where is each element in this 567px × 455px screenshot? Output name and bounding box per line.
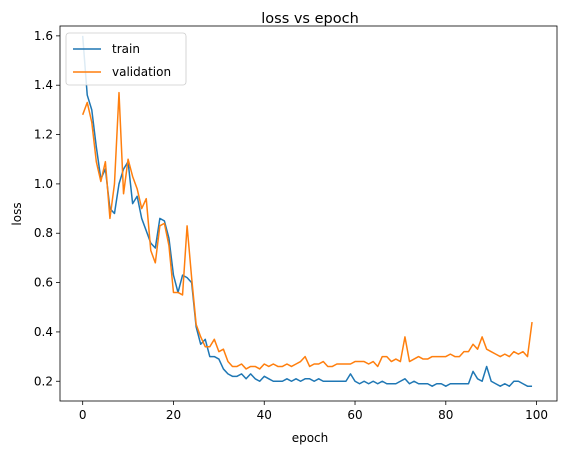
series-lines <box>81 35 533 387</box>
plot-area <box>60 26 557 401</box>
y-tick-label: 1.2 <box>34 128 53 142</box>
y-axis-label: loss <box>10 202 24 225</box>
y-tick-label: 1.0 <box>34 177 53 191</box>
y-tick-label: 0.6 <box>34 276 53 290</box>
plot-frame <box>59 25 558 402</box>
y-tick-label: 0.8 <box>34 226 53 240</box>
y-tick-label: 0.2 <box>34 374 53 388</box>
y-tick-label: 0.4 <box>34 325 53 339</box>
legend-train-label: train <box>112 42 140 56</box>
y-tick-label: 1.6 <box>34 29 53 43</box>
x-tick-label: 100 <box>525 408 548 422</box>
chart-title: loss vs epoch <box>261 11 359 27</box>
series-line-validation <box>81 91 533 370</box>
legend: train validation <box>65 32 187 86</box>
series-line-train <box>81 35 533 387</box>
y-axis-ticks: 0.2 0.4 0.6 0.8 1.0 1.2 1.4 1.6 <box>34 29 60 388</box>
x-tick-label: 60 <box>347 408 362 422</box>
y-tick-label: 1.4 <box>34 78 53 92</box>
x-tick-label: 0 <box>79 408 87 422</box>
x-tick-label: 40 <box>257 408 272 422</box>
x-axis-label: epoch <box>292 431 329 445</box>
x-tick-label: 20 <box>166 408 181 422</box>
x-tick-label: 80 <box>438 408 453 422</box>
x-axis-ticks: 0 20 40 60 80 100 <box>79 401 548 422</box>
legend-validation-label: validation <box>112 65 171 79</box>
